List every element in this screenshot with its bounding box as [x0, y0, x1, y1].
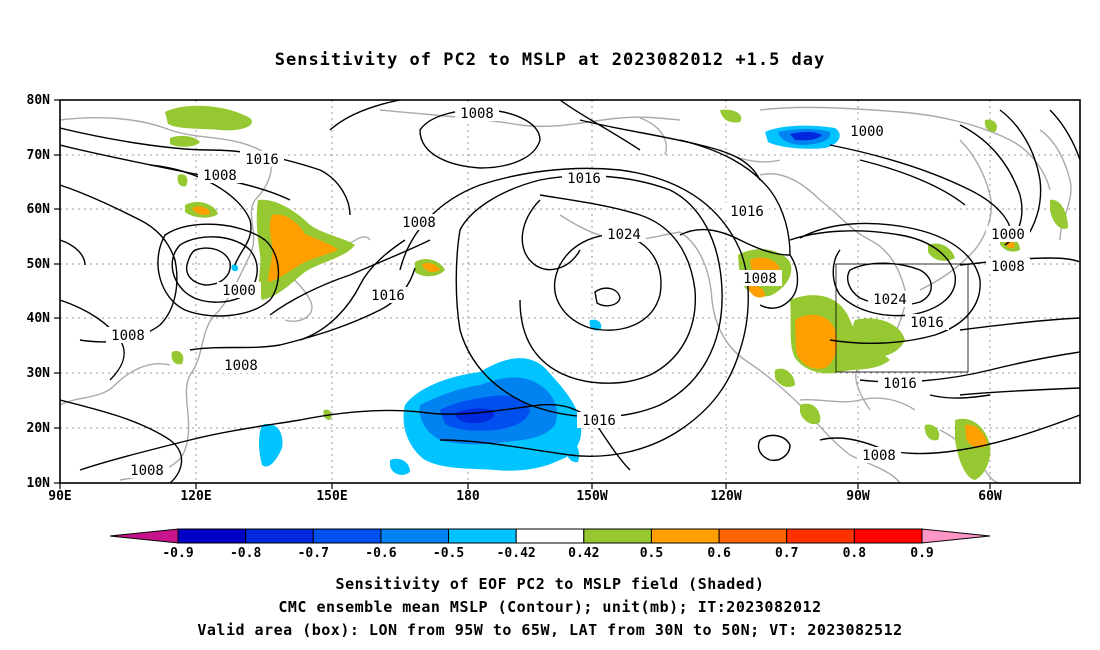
plot-frame: [59, 99, 1081, 484]
colorbar-label: -0.42: [497, 546, 536, 561]
colorbar-cell: [853, 528, 923, 544]
colorbar-cell: [312, 528, 382, 544]
colorbar-label: -0.8: [230, 546, 261, 561]
colorbar: -0.9 -0.8 -0.7 -0.6 -0.5 -0.42 0.42 0.5 0.6 0.7 0.…: [109, 528, 991, 561]
lat-tick-label: 30N: [27, 366, 51, 381]
caption-line-2: CMC ensemble mean MSLP (Contour); unit(m…: [278, 598, 822, 616]
contour-label: 1000: [222, 283, 256, 299]
contour-label: 1008: [460, 106, 494, 122]
colorbar-label: 0.6: [707, 546, 731, 561]
colorbar-cell: [245, 528, 314, 544]
contour-label: 1016: [567, 171, 601, 187]
colorbar-cell: [786, 528, 855, 544]
contour-label: 1016: [245, 152, 279, 168]
colorbar-label: 0.5: [640, 546, 663, 561]
contour-label: 1008: [224, 358, 258, 374]
valid-area-box: [835, 263, 969, 373]
colorbar-right-triangle: [921, 528, 991, 544]
contour-label: 1016: [730, 204, 764, 220]
contour-label: 1024: [873, 292, 907, 308]
lon-tick-label: 180: [456, 489, 480, 504]
lon-tick-label: 150E: [316, 489, 347, 504]
colorbar-label: 0.9: [910, 546, 933, 561]
lat-tick-label: 40N: [27, 311, 51, 326]
contour-label: 1008: [991, 259, 1025, 275]
contour-label: 1016: [582, 413, 616, 429]
lon-tick-label: 120E: [180, 489, 211, 504]
lon-tick-label: 90E: [48, 489, 71, 504]
negative-shading: [231, 125, 840, 475]
colorbar-left-triangle: [109, 528, 179, 544]
colorbar-label: -0.6: [365, 546, 396, 561]
contour-label: 1016: [910, 315, 944, 331]
colorbar-cell: [583, 528, 652, 544]
colorbar-label: 0.8: [843, 546, 867, 561]
contour-label: 1016: [883, 376, 917, 392]
contour-label: 1000: [850, 124, 884, 140]
lon-tick-label: 90W: [846, 489, 870, 504]
contour-label: 1008: [111, 328, 145, 344]
lon-tick-label: 60W: [978, 489, 1002, 504]
map-title: Sensitivity of PC2 to MSLP at 2023082012…: [274, 50, 826, 70]
caption-line-1: Sensitivity of EOF PC2 to MSLP field (Sh…: [335, 575, 765, 593]
contour-label: 1008: [862, 448, 896, 464]
contour-label: 1008: [743, 271, 777, 287]
lat-tick-label: 70N: [27, 148, 51, 163]
contour-label: 1008: [130, 463, 164, 479]
colorbar-label: -0.7: [298, 546, 329, 561]
contour-label: 1008: [203, 168, 237, 184]
colorbar-cell: [650, 528, 720, 544]
lat-tick-label: 60N: [27, 202, 51, 217]
contour-label: 1016: [371, 288, 405, 304]
contour-label: 1000: [991, 227, 1025, 243]
lat-tick-label: 80N: [27, 93, 51, 108]
lon-tick-label: 150W: [576, 489, 607, 504]
lon-tick-label: 120W: [710, 489, 741, 504]
colorbar-cell: [448, 528, 517, 544]
contour-label: 1008: [402, 215, 436, 231]
colorbar-cell: [718, 528, 788, 544]
colorbar-label: 0.7: [775, 546, 798, 561]
lat-tick-label: 50N: [27, 257, 51, 272]
contour-label: 1024: [607, 227, 641, 243]
caption-line-3: Valid area (box): LON from 95W to 65W, L…: [197, 621, 903, 639]
colorbar-cell: [515, 528, 585, 544]
colorbar-label: -0.9: [162, 546, 193, 561]
contour-label-group: 1008 1016 1008 1016 1008 1024 1016 1000 …: [106, 105, 1030, 479]
axis-ticks: [54, 99, 991, 489]
colorbar-cell: [380, 528, 450, 544]
colorbar-label: -0.5: [433, 546, 464, 561]
colorbar-cell: [177, 528, 247, 544]
colorbar-label: 0.42: [568, 546, 599, 561]
lat-tick-label: 10N: [27, 476, 51, 491]
lat-tick-label: 20N: [27, 421, 51, 436]
